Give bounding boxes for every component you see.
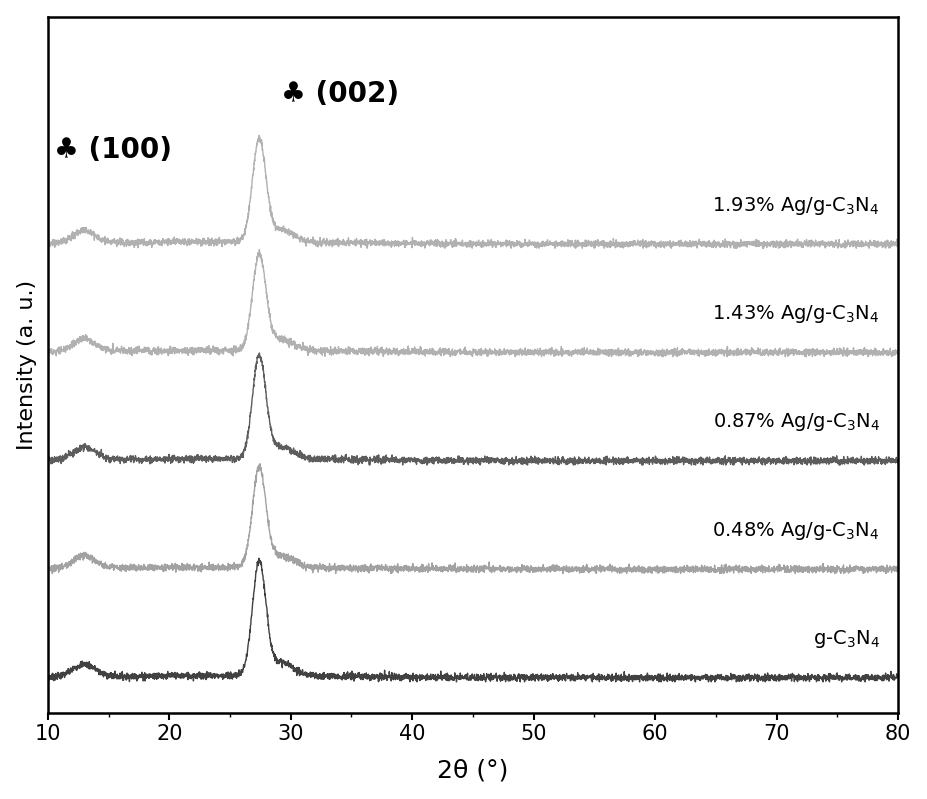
Text: g-C$_3$N$_4$: g-C$_3$N$_4$ [812,628,879,650]
Text: ♣ (100): ♣ (100) [54,136,171,164]
X-axis label: 2θ (°): 2θ (°) [437,758,508,782]
Text: 1.93% Ag/g-C$_3$N$_4$: 1.93% Ag/g-C$_3$N$_4$ [712,194,879,217]
Text: ♣ (002): ♣ (002) [281,80,399,108]
Text: 1.43% Ag/g-C$_3$N$_4$: 1.43% Ag/g-C$_3$N$_4$ [712,303,879,325]
Y-axis label: Intensity (a. u.): Intensity (a. u.) [17,280,37,450]
Text: 0.87% Ag/g-C$_3$N$_4$: 0.87% Ag/g-C$_3$N$_4$ [712,411,879,433]
Text: 0.48% Ag/g-C$_3$N$_4$: 0.48% Ag/g-C$_3$N$_4$ [712,520,879,542]
